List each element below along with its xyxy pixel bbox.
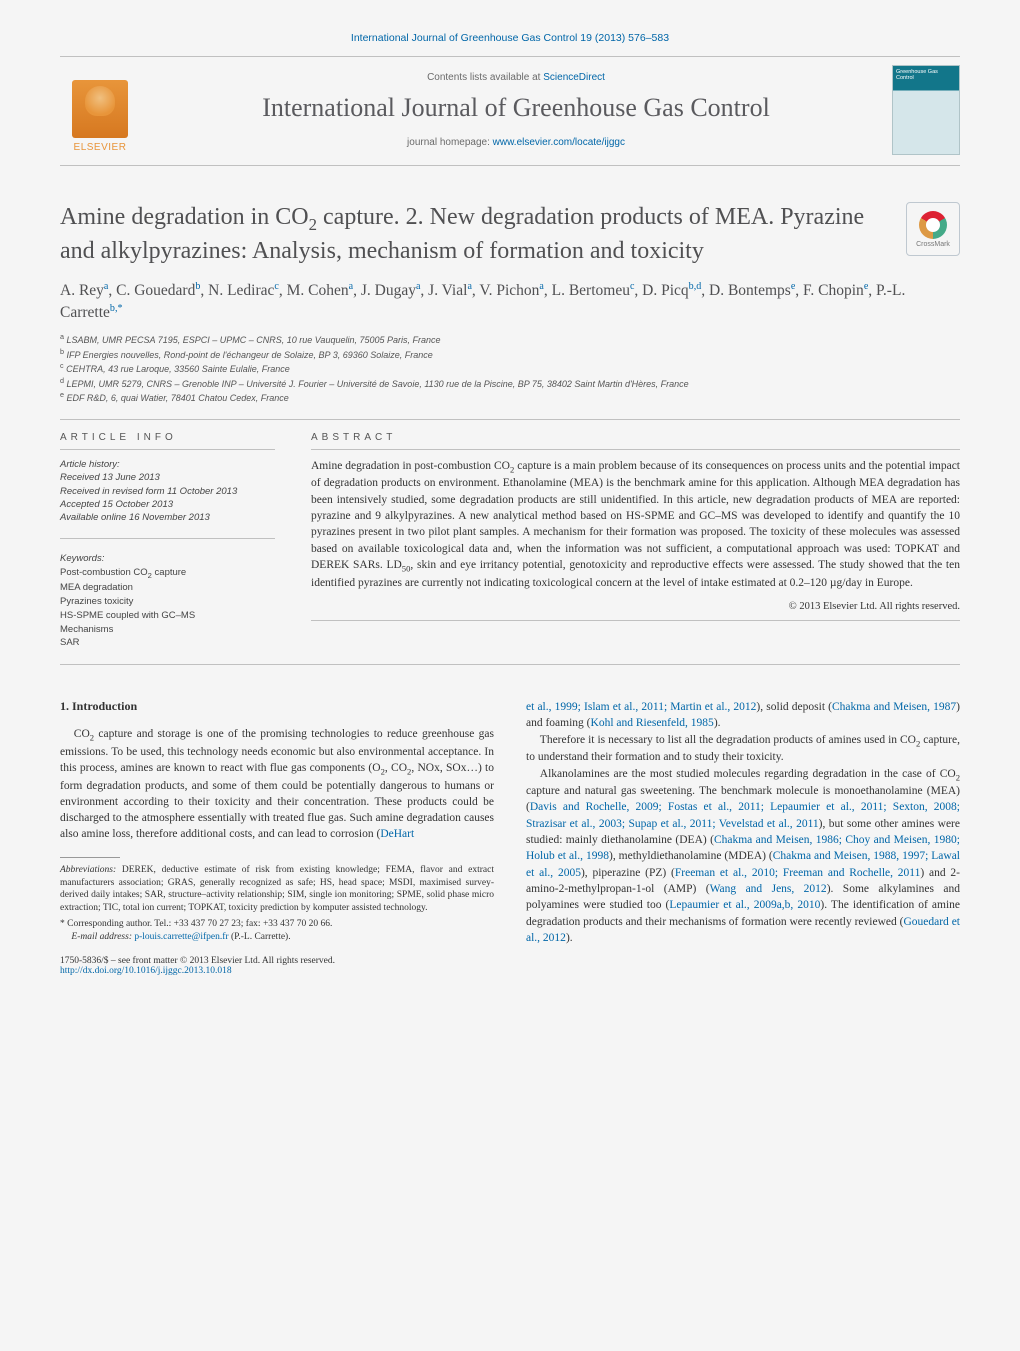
email-link[interactable]: p-louis.carrette@ifpen.fr [132, 932, 229, 942]
abstract-head: abstract [311, 432, 960, 443]
affiliations-list: a LSABM, UMR PECSA 7195, ESPCI – UPMC – … [60, 332, 960, 405]
divider [311, 620, 960, 621]
publisher-name: ELSEVIER [74, 142, 127, 153]
issn-line: 1750-5836/$ – see front matter © 2013 El… [60, 956, 494, 966]
affiliation-text: CEHTRA, 43 rue Laroque, 33560 Sainte Eul… [66, 364, 290, 374]
body-paragraph: Alkanolamines are the most studied molec… [526, 766, 960, 947]
history-item: Received 13 June 2013 [60, 471, 275, 484]
affiliation-text: LEPMI, UMR 5279, CNRS – Grenoble INP – U… [67, 379, 689, 389]
doi-link[interactable]: http://dx.doi.org/10.1016/j.ijggc.2013.1… [60, 966, 494, 976]
abstract-copyright: © 2013 Elsevier Ltd. All rights reserved… [311, 601, 960, 612]
divider [60, 449, 275, 450]
email-footnote: E-mail address: p-louis.carrette@ifpen.f… [60, 931, 494, 944]
contents-prefix: Contents lists available at [427, 72, 543, 83]
divider [311, 449, 960, 450]
history-item: Available online 16 November 2013 [60, 511, 275, 524]
elsevier-logo[interactable]: ELSEVIER [60, 67, 140, 153]
homepage-prefix: journal homepage: [407, 137, 493, 148]
body-paragraph: Therefore it is necessary to list all th… [526, 732, 960, 766]
divider [60, 419, 960, 420]
left-column: 1. Introduction CO2 capture and storage … [60, 699, 494, 976]
history-item: Received in revised form 11 October 2013 [60, 485, 275, 498]
email-after: (P.-L. Carrette). [229, 932, 291, 942]
footnote-rule [60, 857, 120, 858]
divider [60, 538, 275, 539]
title-row: Amine degradation in CO2 capture. 2. New… [60, 202, 960, 266]
article-history: Article history: Received 13 June 2013 R… [60, 458, 275, 524]
authors-list: A. Reya, C. Gouedardb, N. Lediracc, M. C… [60, 280, 960, 324]
corresp-footnote: * Corresponding author. Tel.: +33 437 70… [60, 918, 494, 931]
article-title: Amine degradation in CO2 capture. 2. New… [60, 202, 886, 266]
keywords-label: Keywords: [60, 553, 275, 564]
abbrev-text: DEREK, deductive estimate of risk from e… [60, 865, 494, 913]
crossmark-icon [919, 211, 947, 239]
body-paragraph: et al., 1999; Islam et al., 2011; Martin… [526, 699, 960, 732]
abstract-text: Amine degradation in post-combustion CO2… [311, 458, 960, 591]
affiliation-text: IFP Energies nouvelles, Rond-point de l'… [67, 350, 433, 360]
journal-cover-thumbnail[interactable]: Greenhouse Gas Control [892, 65, 960, 155]
right-column: et al., 1999; Islam et al., 2011; Martin… [526, 699, 960, 976]
keywords-list: Post-combustion CO2 captureMEA degradati… [60, 566, 275, 650]
body-columns: 1. Introduction CO2 capture and storage … [60, 699, 960, 976]
header-center: Contents lists available at ScienceDirec… [154, 72, 878, 148]
elsevier-tree-icon [72, 80, 128, 138]
article-info-head: article info [60, 432, 275, 443]
intro-paragraph: CO2 capture and storage is one of the pr… [60, 726, 494, 843]
abbrev-label: Abbreviations: [60, 865, 116, 875]
cover-title: Greenhouse Gas Control [896, 69, 956, 81]
affiliation: c CEHTRA, 43 rue Laroque, 33560 Sainte E… [60, 361, 960, 376]
section-1-heading: 1. Introduction [60, 699, 494, 714]
affiliation: b IFP Energies nouvelles, Rond-point de … [60, 347, 960, 362]
affiliation: d LEPMI, UMR 5279, CNRS – Grenoble INP –… [60, 376, 960, 391]
contents-lists-line: Contents lists available at ScienceDirec… [154, 72, 878, 83]
crossmark-label: CrossMark [916, 241, 950, 248]
divider [60, 664, 960, 665]
affiliation: a LSABM, UMR PECSA 7195, ESPCI – UPMC – … [60, 332, 960, 347]
abbreviations-footnote: Abbreviations: DEREK, deductive estimate… [60, 864, 494, 915]
homepage-url[interactable]: www.elsevier.com/locate/ijggc [493, 137, 625, 148]
header-box: ELSEVIER Contents lists available at Sci… [60, 56, 960, 166]
history-label: Article history: [60, 458, 275, 471]
journal-name: International Journal of Greenhouse Gas … [154, 93, 878, 123]
header-citation[interactable]: International Journal of Greenhouse Gas … [60, 32, 960, 44]
history-item: Accepted 15 October 2013 [60, 498, 275, 511]
article-info-column: article info Article history: Received 1… [60, 432, 275, 650]
corresp-text: Corresponding author. Tel.: +33 437 70 2… [65, 919, 333, 929]
abstract-column: abstract Amine degradation in post-combu… [311, 432, 960, 650]
affiliation-text: LSABM, UMR PECSA 7195, ESPCI – UPMC – CN… [67, 335, 441, 345]
homepage-line: journal homepage: www.elsevier.com/locat… [154, 137, 878, 148]
crossmark-badge[interactable]: CrossMark [906, 202, 960, 256]
affiliation: e EDF R&D, 6, quai Watier, 78401 Chatou … [60, 390, 960, 405]
affiliation-text: EDF R&D, 6, quai Watier, 78401 Chatou Ce… [67, 393, 289, 403]
info-abstract-row: article info Article history: Received 1… [60, 432, 960, 650]
email-label: E-mail address: [71, 932, 132, 942]
sciencedirect-link[interactable]: ScienceDirect [543, 72, 605, 83]
